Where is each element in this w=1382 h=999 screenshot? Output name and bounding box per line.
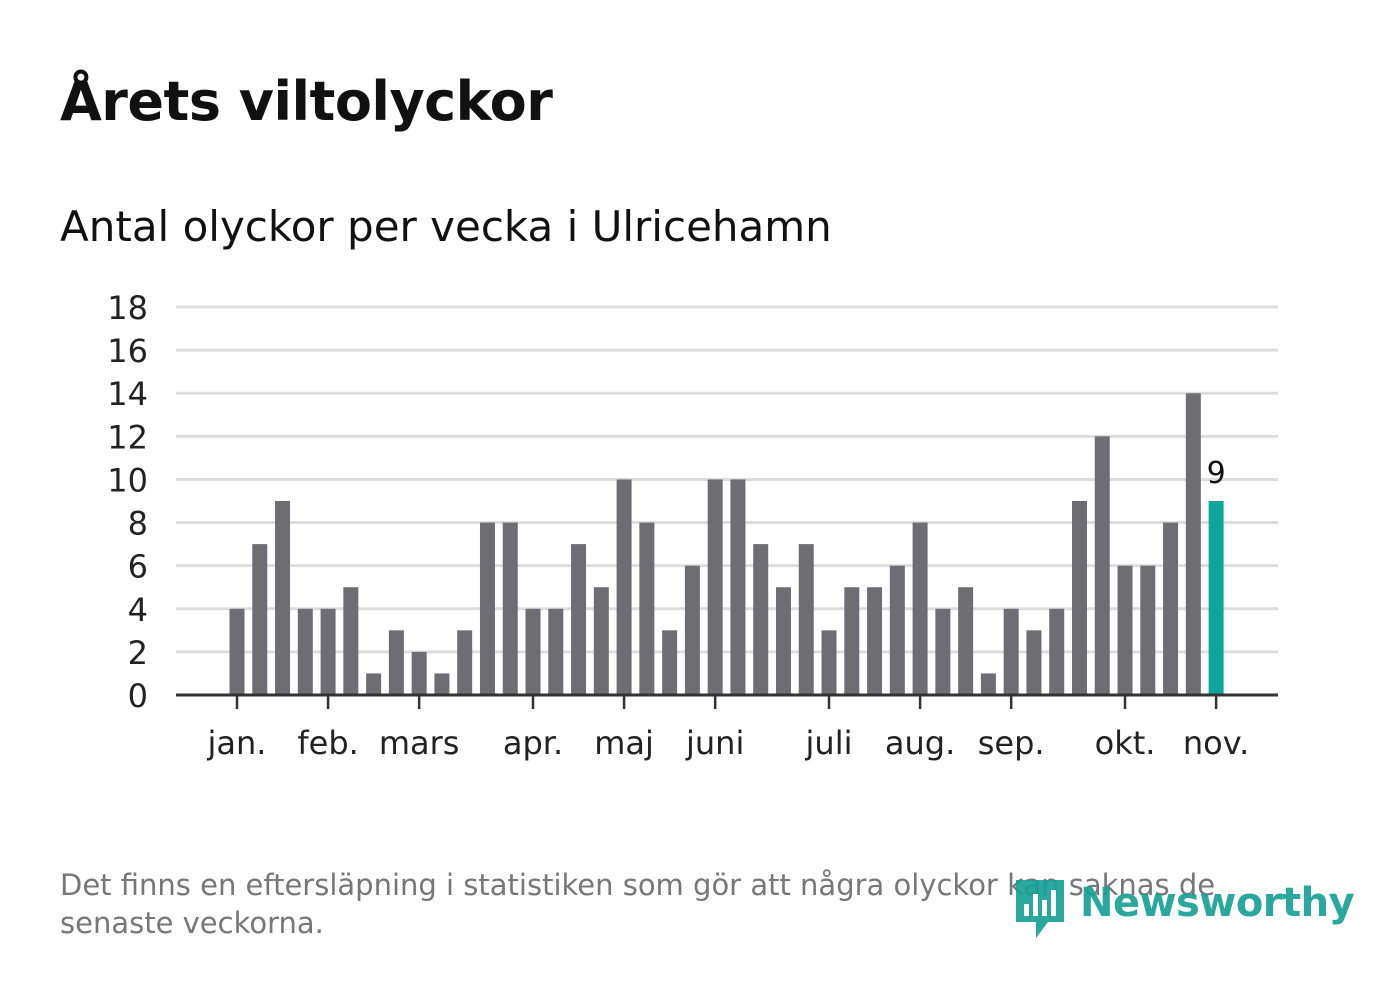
bar <box>821 630 837 695</box>
bar <box>275 501 291 695</box>
y-tick-label: 8 <box>128 505 148 543</box>
y-tick-label: 2 <box>128 634 148 672</box>
x-tick-label: mars <box>379 724 460 762</box>
bar <box>958 587 974 695</box>
bar <box>662 630 678 695</box>
bar <box>753 544 769 695</box>
bar <box>775 587 791 695</box>
bar <box>1163 522 1179 695</box>
y-tick-label: 18 <box>107 289 148 327</box>
data-label-latest: 9 <box>1207 456 1226 491</box>
bar <box>1117 565 1133 695</box>
bar <box>730 479 746 695</box>
gridlines <box>176 305 1278 654</box>
bar <box>1140 565 1156 695</box>
bar <box>980 673 996 695</box>
bar <box>479 522 495 695</box>
bar <box>1003 608 1019 695</box>
x-tick-label: apr. <box>503 724 563 762</box>
x-axis-ticks: jan. feb. mars apr. maj juni juli aug. sep. okt. n… <box>207 695 1249 762</box>
bar <box>411 651 427 695</box>
bar <box>798 544 814 695</box>
newsworthy-bar-icon <box>1016 880 1064 938</box>
bar <box>525 608 541 695</box>
bar <box>593 587 609 695</box>
bar <box>502 522 518 695</box>
y-axis-ticks: 0 2 4 6 8 10 12 14 16 18 <box>107 289 148 715</box>
bar <box>343 587 359 695</box>
bar <box>1049 608 1065 695</box>
x-tick-label: juni <box>685 724 744 762</box>
bar <box>912 522 928 695</box>
bar <box>684 565 700 695</box>
bar <box>1071 501 1087 695</box>
bar <box>616 479 632 695</box>
x-tick-label: okt. <box>1095 724 1156 762</box>
y-tick-label: 6 <box>128 548 148 586</box>
x-tick-label: maj <box>594 724 654 762</box>
bar <box>889 565 905 695</box>
bar <box>571 544 587 695</box>
bar <box>548 608 564 695</box>
bars <box>229 393 1224 695</box>
chart-subtitle: Antal olyckor per vecka i Ulricehamn <box>60 202 832 251</box>
data-labels: 9 <box>1207 456 1226 491</box>
x-tick-label: nov. <box>1183 724 1249 762</box>
bar <box>457 630 473 695</box>
bar <box>366 673 382 695</box>
logo-text: Newsworthy <box>1080 880 1355 926</box>
bar <box>1185 393 1201 695</box>
bar <box>844 587 860 695</box>
chart-title: Årets viltolyckor <box>60 70 553 133</box>
x-tick-label: jan. <box>207 724 267 762</box>
bar <box>707 479 723 695</box>
y-tick-label: 4 <box>128 591 148 629</box>
bar <box>434 673 450 695</box>
y-tick-label: 0 <box>128 677 148 715</box>
newsworthy-logo: Newsworthy <box>1012 878 1355 940</box>
x-tick-label: sep. <box>978 724 1045 762</box>
bar <box>935 608 951 695</box>
bar-highlight <box>1208 501 1224 695</box>
x-tick-label: aug. <box>885 724 955 762</box>
y-tick-label: 12 <box>107 418 148 456</box>
y-tick-label: 14 <box>107 375 148 413</box>
bar <box>867 587 883 695</box>
bar <box>1026 630 1042 695</box>
bar <box>252 544 268 695</box>
y-tick-label: 10 <box>107 461 148 499</box>
bar <box>297 608 313 695</box>
bar <box>1094 436 1110 695</box>
bar <box>639 522 655 695</box>
bar <box>320 608 336 695</box>
bar <box>388 630 404 695</box>
x-tick-label: feb. <box>297 724 358 762</box>
y-tick-label: 16 <box>107 332 148 370</box>
x-tick-label: juli <box>805 724 853 762</box>
bar <box>229 608 245 695</box>
